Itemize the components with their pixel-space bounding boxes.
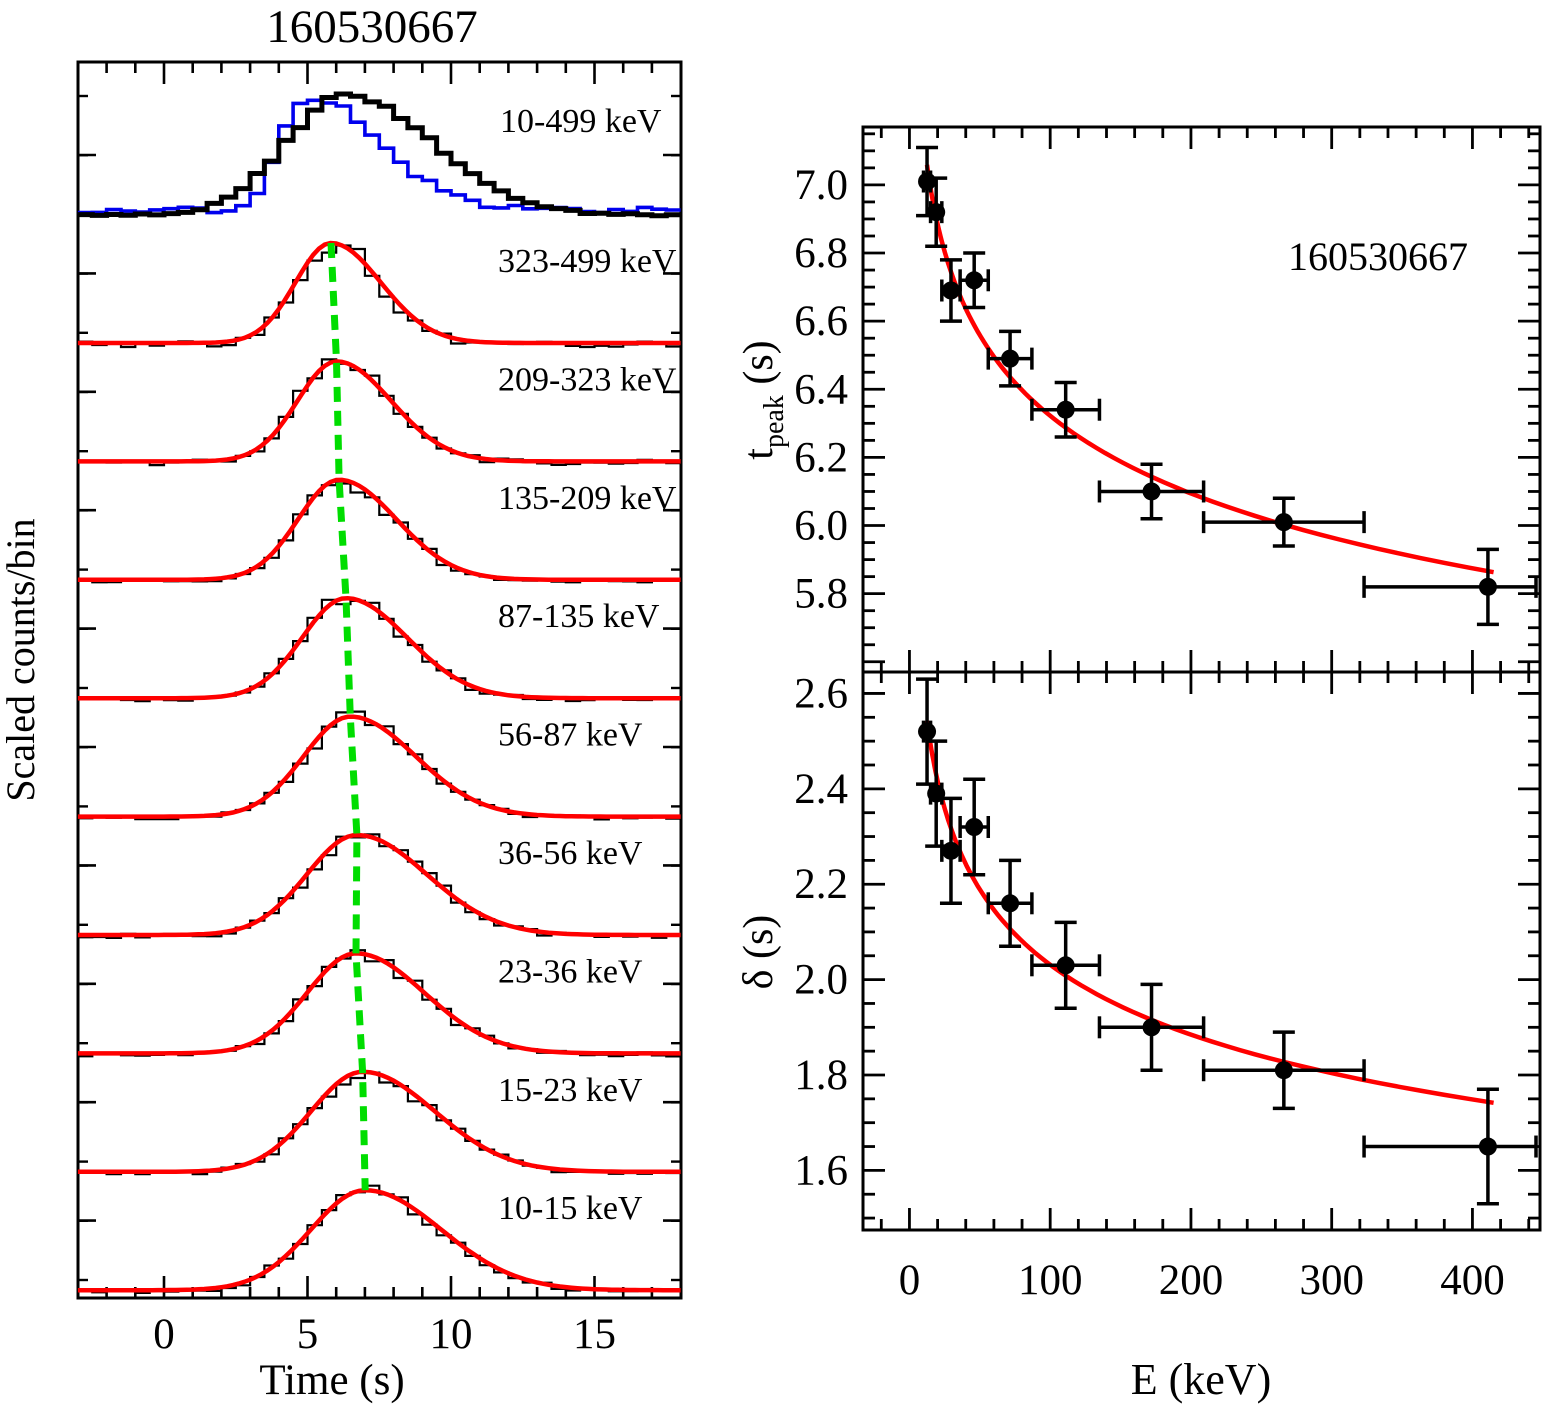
data-point	[916, 677, 939, 786]
band-label: 36-56 keV	[498, 835, 643, 872]
peak-drift-dashed-line	[327, 242, 369, 1191]
band-label: 10-499 keV	[500, 103, 662, 140]
y-tick-label: 2.2	[794, 861, 848, 908]
y-tick-label: 2.6	[794, 670, 848, 717]
left-yaxis-label: Scaled counts/bin	[0, 518, 43, 801]
pulse-fit-curve	[77, 1069, 681, 1175]
data-point	[1362, 1087, 1538, 1206]
x-tick-label: 0	[899, 1257, 921, 1304]
data-point	[1362, 547, 1538, 627]
tpeak-label-sub: peak	[759, 395, 790, 448]
power-law-fit-curve	[924, 164, 1495, 575]
data-point	[1030, 920, 1102, 1010]
data-point-marker	[1274, 513, 1293, 532]
pulse-fit-curve	[77, 359, 681, 464]
y-tick-label: 6.8	[794, 230, 848, 277]
data-point	[1097, 462, 1206, 521]
left-panel-title: 160530667	[266, 1, 478, 53]
delta-yaxis-label: δ (s)	[736, 915, 782, 990]
pulse-fit-curve	[77, 951, 681, 1056]
data-point	[986, 858, 1034, 948]
pulse-fit-curve	[77, 595, 681, 701]
tpeak-yaxis-label: tpeak (s)	[736, 340, 790, 459]
data-point	[1097, 982, 1206, 1072]
panel-frame	[861, 125, 1542, 674]
x-tick-label: 10	[430, 1311, 473, 1358]
data-point-marker	[1478, 577, 1497, 596]
x-tick-label: 5	[297, 1311, 319, 1358]
combined-light-curve-black	[77, 91, 681, 219]
render-root: 0 5 10 15 10-499 keV 323-499 keV 209-323 keV 13…	[76, 60, 1542, 1358]
pulse-fit-curve	[77, 714, 681, 819]
y-tick-label: 7.0	[794, 162, 848, 209]
data-point	[939, 796, 962, 906]
band-label: 23-36 keV	[498, 953, 643, 990]
data-point-marker	[1056, 400, 1075, 419]
data-point	[958, 777, 991, 877]
tpeak-panel: 7.0 6.8 6.6 6.4 6.2 6.0 5.8	[794, 125, 1542, 674]
data-point-marker	[927, 203, 946, 222]
band-label: 87-135 keV	[498, 598, 660, 635]
data-point	[925, 176, 948, 248]
y-tick-label: 6.2	[794, 434, 848, 481]
data-point-marker	[918, 172, 937, 191]
pulse-fit-curve	[77, 1187, 681, 1293]
data-point	[925, 739, 948, 848]
data-point-marker	[941, 281, 960, 300]
y-tick-label: 2.4	[794, 766, 848, 813]
data-point	[1201, 1030, 1366, 1111]
data-point	[1030, 380, 1102, 439]
band-label: 15-23 keV	[498, 1072, 643, 1109]
data-point	[1201, 496, 1366, 548]
data-point-marker	[1142, 1018, 1161, 1037]
tpeak-label-pre: t	[736, 448, 782, 460]
x-tick-label: 200	[1159, 1257, 1224, 1304]
y-tick-label: 5.8	[794, 571, 848, 618]
y-tick-label: 2.0	[794, 957, 848, 1004]
y-tick-label: 6.6	[794, 298, 848, 345]
grb-id-label: 160530667	[1288, 234, 1468, 279]
data-point-marker	[965, 818, 984, 836]
panel-frame	[861, 670, 1542, 1232]
band-label: 10-15 keV	[498, 1190, 643, 1227]
band-label: 56-87 keV	[498, 717, 643, 754]
pulse-fit-curve	[77, 477, 681, 583]
data-point-marker	[941, 841, 960, 860]
right-xaxis-label: E (keV)	[1131, 1355, 1272, 1404]
x-tick-label: 100	[1018, 1257, 1083, 1304]
data-point-marker	[1001, 894, 1020, 913]
data-point-marker	[1142, 482, 1161, 501]
band-label: 209-323 keV	[498, 361, 677, 398]
panel-frame	[76, 60, 683, 1300]
light-curve-panel: 0 5 10 15 10-499 keV 323-499 keV 209-323 keV 13…	[76, 60, 683, 1358]
pulse-fit-curve	[77, 832, 681, 938]
y-tick-label: 6.0	[794, 503, 848, 550]
pulse-fit-curve	[77, 240, 681, 346]
data-point-marker	[965, 271, 984, 290]
data-point-marker	[1274, 1061, 1293, 1080]
data-point-marker	[918, 722, 937, 741]
data-point-marker	[1478, 1137, 1497, 1156]
left-xaxis-label: Time (s)	[259, 1357, 404, 1404]
y-tick-label: 1.6	[794, 1147, 848, 1194]
band-label: 135-209 keV	[498, 480, 677, 517]
x-tick-label: 300	[1299, 1257, 1364, 1304]
band-label: 323-499 keV	[498, 243, 677, 280]
data-point-marker	[1056, 956, 1075, 975]
x-tick-label: 0	[153, 1311, 175, 1358]
data-point-marker	[1001, 349, 1020, 368]
y-tick-label: 1.8	[794, 1052, 848, 1099]
data-point	[958, 251, 991, 310]
y-tick-label: 6.4	[794, 366, 848, 413]
delta-panel: 2.6 2.4 2.2 2.0 1.8 1.6 0 100 200 300 400	[794, 670, 1542, 1304]
data-point	[986, 329, 1034, 388]
tpeak-label-post: (s)	[736, 340, 782, 395]
x-tick-label: 15	[573, 1311, 616, 1358]
x-tick-label: 400	[1440, 1257, 1505, 1304]
